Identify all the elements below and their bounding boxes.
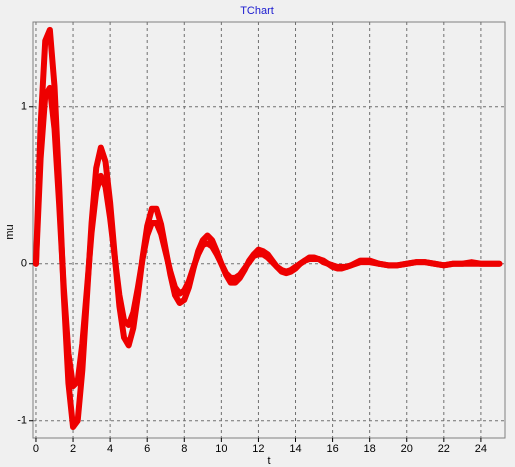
y-tick-label: 0	[21, 258, 27, 270]
x-axis-label: t	[267, 455, 270, 467]
x-tick-label: 14	[289, 443, 301, 455]
y-axis-label: mu	[4, 224, 16, 239]
x-tick-label: 4	[107, 443, 113, 455]
x-tick-label: 6	[144, 443, 150, 455]
series-line	[32, 84, 503, 390]
x-tick-label: 10	[215, 443, 227, 455]
chart-title: TChart	[240, 5, 274, 17]
x-tick-label: 8	[181, 443, 187, 455]
x-tick-label: 0	[33, 443, 39, 455]
x-tick-label: 20	[401, 443, 413, 455]
y-tick-label: -1	[17, 415, 27, 427]
x-tick-label: 2	[70, 443, 76, 455]
plot-area	[32, 21, 506, 439]
x-tick-label: 12	[252, 443, 264, 455]
x-tick-label: 24	[475, 443, 487, 455]
x-tick-label: 22	[438, 443, 450, 455]
x-tick-label: 16	[326, 443, 338, 455]
x-tick-label: 18	[364, 443, 376, 455]
y-tick-label: 1	[21, 101, 27, 113]
